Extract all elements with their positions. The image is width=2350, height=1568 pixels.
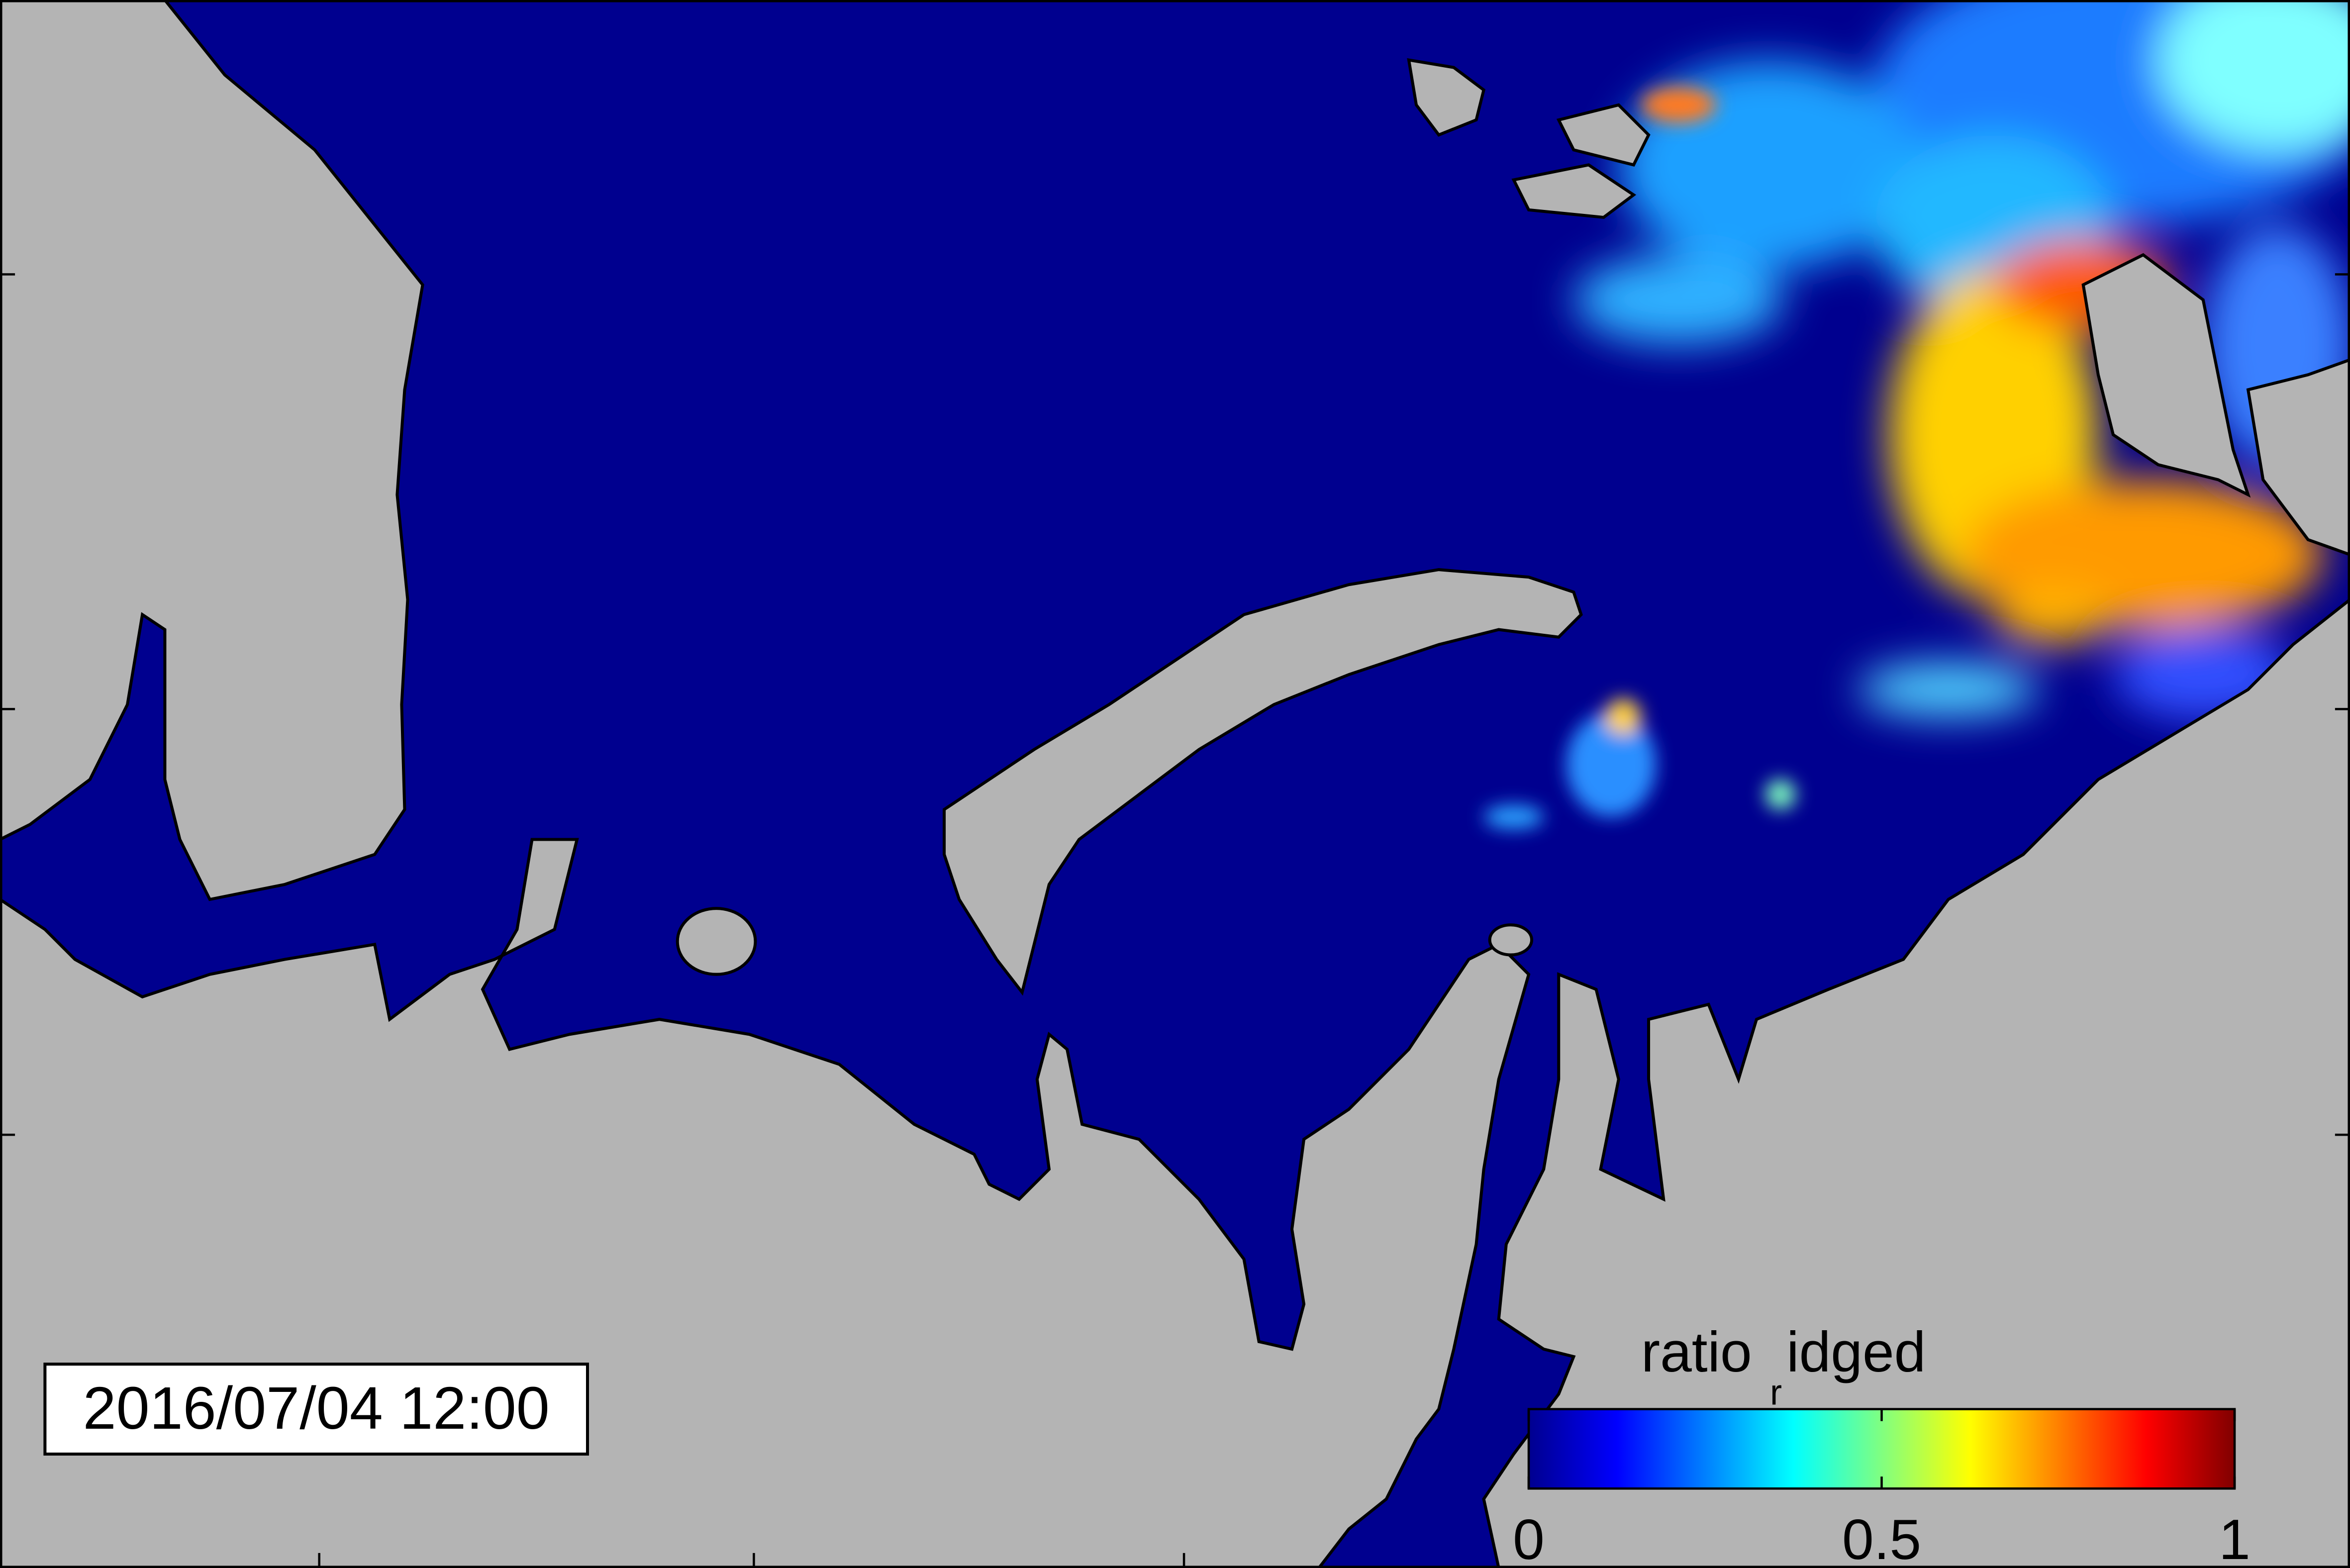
timestamp: 2016/07/04 12:00 <box>83 1374 550 1442</box>
colorbar-tick-label: 1 <box>2219 1508 2251 1568</box>
ice-field <box>1483 0 2350 829</box>
colorbar-label-base: ratio <box>1641 1320 1752 1384</box>
colorbar-label-subscript: r <box>1770 1373 1782 1413</box>
colorbar-label: ratioridged <box>1641 1320 1926 1412</box>
timestamp-box <box>43 1363 589 1456</box>
colorbar-tick-label: 0.5 <box>1842 1508 1921 1568</box>
colorbar-label-rest: idged <box>1786 1320 1926 1384</box>
colorbar-tick-label: 0 <box>1513 1508 1545 1568</box>
colorbar <box>1527 1408 2236 1490</box>
